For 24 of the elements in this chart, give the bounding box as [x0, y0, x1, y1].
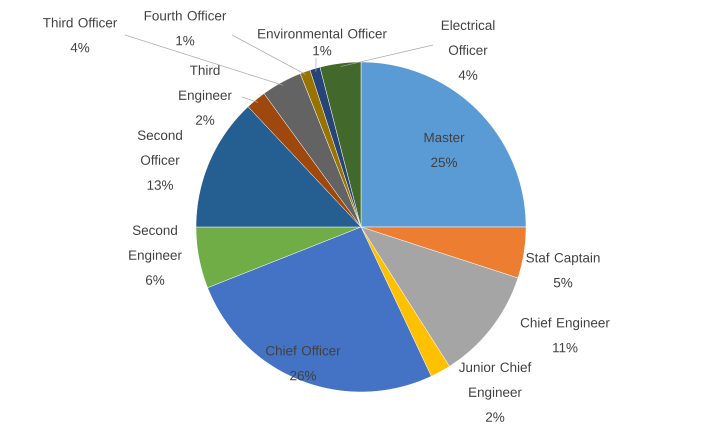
data-label: 4%: [70, 42, 90, 52]
data-label: 26%: [290, 370, 316, 380]
data-label: 4%: [458, 70, 478, 80]
data-label: 1%: [313, 46, 332, 56]
data-label: 13%: [148, 180, 173, 190]
slice-label: Third Engineer: [179, 65, 232, 103]
data-label: 2%: [196, 115, 214, 125]
slice-label: Third Officer: [43, 18, 118, 28]
slice-label: Second Officer: [138, 130, 182, 165]
data-label: 1%: [176, 36, 194, 46]
data-label: 11%: [553, 342, 578, 352]
data-label: 5%: [554, 278, 572, 288]
slice-label: Chief Engineer: [520, 318, 610, 330]
data-label: 2%: [486, 412, 504, 422]
slice-label: Environmental Officer: [258, 28, 387, 38]
slice-label: Second Engineer: [129, 225, 182, 263]
slice-label: Chief Officer: [266, 346, 340, 356]
slice-label: Fourth Officer: [144, 10, 226, 20]
slice-label: Electrical Officer: [442, 20, 494, 55]
slice-label: Master: [424, 132, 464, 142]
slice-label: Staf Captain: [526, 252, 600, 266]
data-label: 6%: [146, 275, 164, 285]
slice-label: Junior Chief Engineer: [458, 362, 532, 400]
data-label: 25%: [431, 158, 457, 168]
